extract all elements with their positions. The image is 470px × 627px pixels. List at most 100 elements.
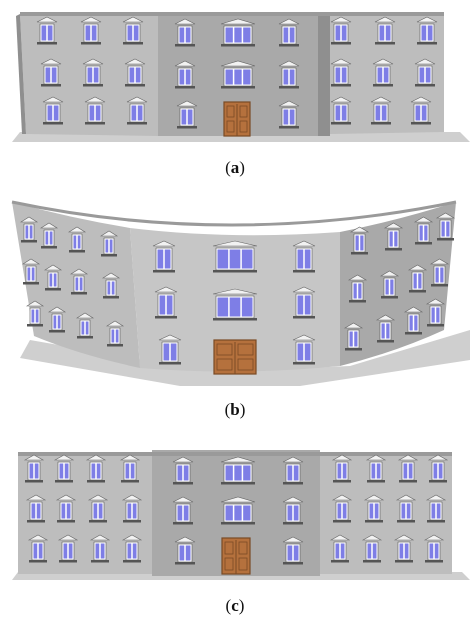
panel-c <box>0 440 470 590</box>
door-panel <box>237 343 254 356</box>
door-panel <box>238 541 248 555</box>
window <box>21 258 41 285</box>
window <box>23 454 45 483</box>
window <box>121 534 143 563</box>
door-panel <box>216 358 233 371</box>
window <box>220 60 256 89</box>
door-panel <box>226 120 235 133</box>
door-panel <box>239 105 248 118</box>
cornice <box>11 200 457 227</box>
panel-b <box>0 190 470 390</box>
panel-a <box>0 0 470 160</box>
window <box>42 96 64 125</box>
window <box>174 536 196 565</box>
window <box>126 96 148 125</box>
window <box>410 96 432 125</box>
door-panel <box>239 120 248 133</box>
window <box>349 226 370 255</box>
window <box>278 60 300 89</box>
window <box>25 494 47 523</box>
window <box>122 16 144 45</box>
window <box>361 534 383 563</box>
ground-shadow <box>20 330 470 386</box>
window <box>343 322 364 351</box>
window <box>53 454 75 483</box>
window <box>172 496 194 525</box>
wall-right <box>320 454 452 574</box>
window <box>27 534 49 563</box>
window <box>40 58 62 87</box>
window <box>174 18 196 47</box>
window <box>414 58 436 87</box>
window <box>429 258 450 287</box>
door-panel <box>224 541 234 555</box>
window <box>278 100 300 129</box>
window <box>395 494 417 523</box>
window <box>330 16 352 45</box>
door-panel <box>224 557 234 571</box>
wall-corner <box>318 14 330 136</box>
window <box>39 222 59 249</box>
window <box>329 534 351 563</box>
window <box>363 494 385 523</box>
window <box>57 534 79 563</box>
window <box>330 96 352 125</box>
window <box>212 288 258 321</box>
window <box>282 456 304 485</box>
window <box>330 58 352 87</box>
window <box>278 18 300 47</box>
window <box>407 264 428 293</box>
window <box>416 16 438 45</box>
window <box>174 60 196 89</box>
caption-b: (b) <box>224 400 246 419</box>
window <box>82 58 104 87</box>
window <box>331 454 353 483</box>
window <box>85 454 107 483</box>
window <box>220 18 256 47</box>
window <box>121 494 143 523</box>
window <box>425 494 447 523</box>
window <box>292 240 316 273</box>
window <box>403 306 424 335</box>
wall-left-edge <box>16 14 26 134</box>
window <box>87 494 109 523</box>
window <box>101 272 121 299</box>
window <box>47 306 67 333</box>
window <box>374 16 396 45</box>
window <box>220 456 256 485</box>
window <box>69 268 89 295</box>
wall-left <box>18 454 152 574</box>
window <box>375 314 396 343</box>
window <box>220 496 256 525</box>
window <box>75 312 95 339</box>
window <box>413 216 434 245</box>
door-panel <box>237 358 254 371</box>
window <box>379 270 400 299</box>
window <box>158 334 182 365</box>
window <box>43 264 63 291</box>
window <box>331 494 353 523</box>
window <box>172 456 194 485</box>
window <box>36 16 58 45</box>
window <box>19 216 39 243</box>
building-render-a <box>12 12 470 142</box>
window <box>423 534 445 563</box>
window <box>105 320 125 347</box>
cornice <box>18 452 452 456</box>
window <box>89 534 111 563</box>
window <box>370 96 392 125</box>
window <box>282 536 304 565</box>
building-render-c <box>12 450 470 580</box>
door-panel <box>226 105 235 118</box>
cornice <box>20 12 444 16</box>
window <box>292 286 316 319</box>
caption-c: (c) <box>225 596 245 615</box>
window <box>365 454 387 483</box>
window <box>124 58 146 87</box>
window <box>99 230 119 257</box>
building-render-b <box>11 200 470 386</box>
window <box>372 58 394 87</box>
window <box>176 100 198 129</box>
window <box>427 454 449 483</box>
window <box>425 298 446 327</box>
